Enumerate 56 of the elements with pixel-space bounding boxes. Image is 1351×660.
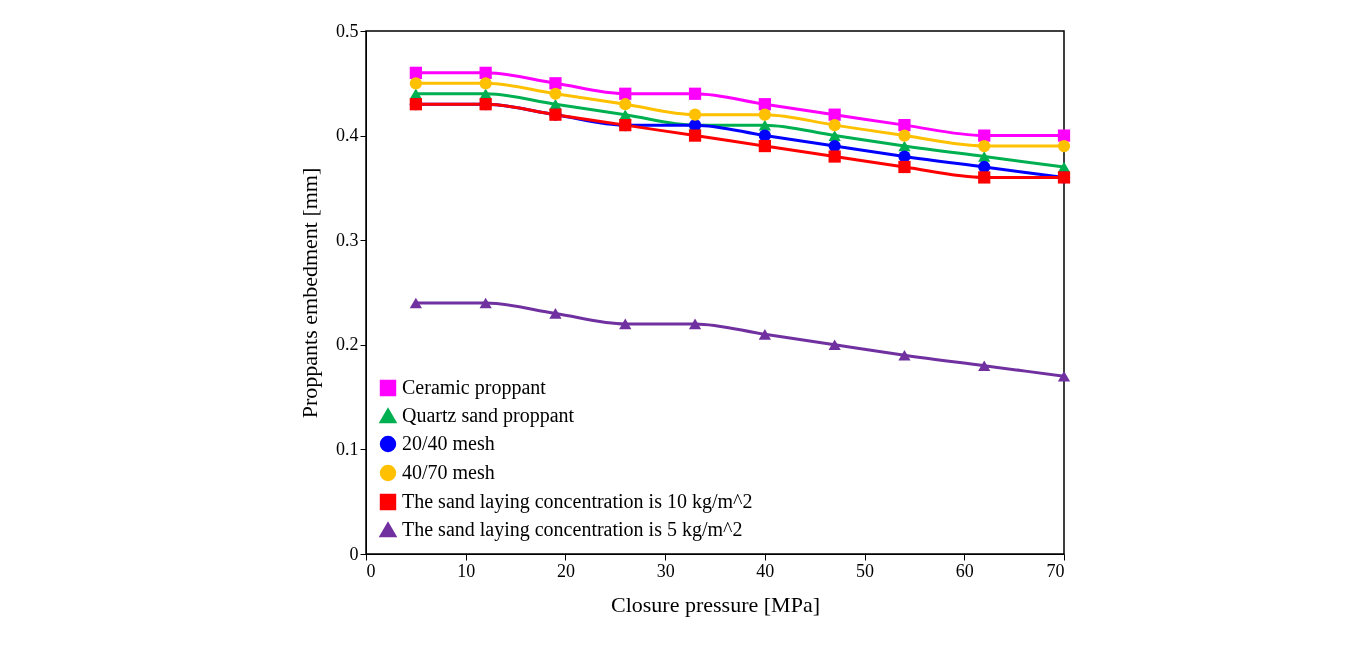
point xyxy=(1057,129,1071,142)
y-tick-label: 0.4 xyxy=(336,125,359,146)
x-tick-label: 60 xyxy=(955,560,974,581)
y-tick-label: 0.3 xyxy=(336,229,359,250)
point xyxy=(549,308,562,319)
x-tick-label: 70 xyxy=(1046,560,1065,581)
legend-label: The sand laying concentration is 5 kg/m^2 xyxy=(402,518,743,541)
point xyxy=(828,150,841,163)
point xyxy=(978,151,991,162)
point xyxy=(898,119,911,132)
point xyxy=(549,77,562,90)
x-tick-label: 40 xyxy=(756,560,775,581)
point xyxy=(898,129,911,142)
x-tick-label: 10 xyxy=(457,560,476,581)
point xyxy=(828,130,841,141)
point xyxy=(479,77,492,90)
x-tick-label: 20 xyxy=(556,560,575,581)
point xyxy=(828,339,841,351)
point xyxy=(898,349,911,361)
point xyxy=(1057,139,1071,153)
point xyxy=(479,297,492,309)
point xyxy=(549,87,562,100)
x-tick-label: 0 xyxy=(366,560,376,581)
point xyxy=(409,77,422,90)
point xyxy=(688,318,702,330)
point xyxy=(758,329,771,340)
y-tick-label: 0.2 xyxy=(336,334,359,355)
point xyxy=(978,360,991,372)
y-axis-title: Proppants embedment [mm] xyxy=(297,167,322,419)
point xyxy=(688,87,702,100)
legend-label: 40/70 mesh xyxy=(402,461,495,483)
point xyxy=(758,139,771,153)
point xyxy=(758,119,771,131)
legend-label: The sand laying concentration is 10 kg/m^2 xyxy=(402,490,753,513)
point xyxy=(828,119,841,132)
x-tick-label: 50 xyxy=(856,560,875,581)
x-tick-label: 30 xyxy=(656,560,675,581)
point xyxy=(688,108,702,121)
point xyxy=(619,318,632,330)
legend-label: Ceramic proppant xyxy=(402,376,547,399)
point xyxy=(898,160,911,174)
legend-label: Quartz sand proppant xyxy=(402,404,575,427)
point xyxy=(758,108,771,121)
point xyxy=(688,129,702,142)
point xyxy=(409,297,422,309)
y-tick-label: 0.1 xyxy=(336,438,359,459)
legend-label: 20/40 mesh xyxy=(402,432,495,454)
x-axis-title: Closure pressure [MPa] xyxy=(611,591,820,617)
point xyxy=(978,139,991,153)
point xyxy=(1057,370,1071,382)
y-tick-label: 0.5 xyxy=(336,20,359,41)
point xyxy=(619,98,632,111)
point xyxy=(758,98,771,111)
y-tick-label: 0 xyxy=(349,543,359,564)
point xyxy=(978,129,991,142)
point xyxy=(978,171,991,184)
